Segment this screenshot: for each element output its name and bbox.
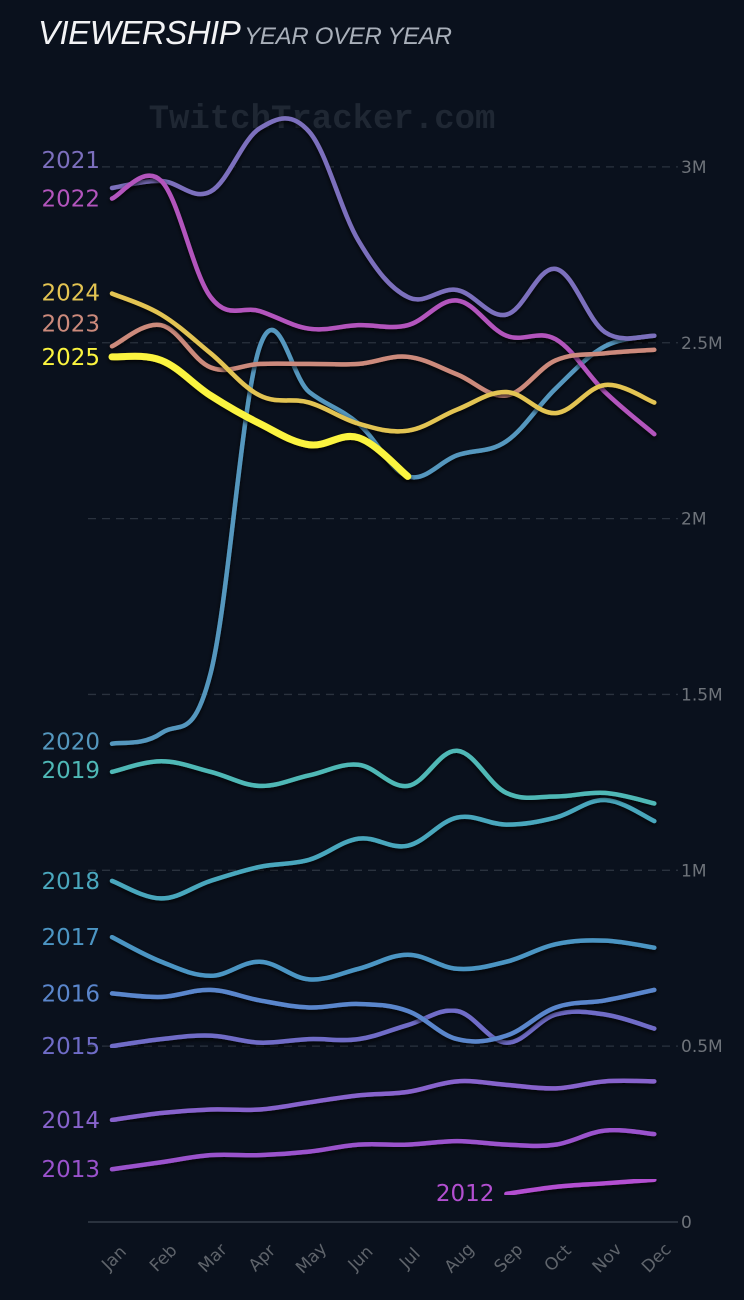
series-line-2016[interactable] (109, 987, 657, 1044)
series-label-2017: 2017 (41, 925, 100, 951)
series-label-2022: 2022 (41, 187, 100, 213)
y-tick-label: 1M (681, 861, 706, 881)
x-tick-label: Jan (97, 1242, 130, 1275)
x-tick-label: Aug (441, 1240, 479, 1278)
x-tick-label: Dec (638, 1240, 675, 1277)
series-2018 (109, 797, 657, 901)
title-main: VIEWERSHIP (38, 14, 241, 51)
x-tick-label: Feb (146, 1241, 181, 1276)
series-label-2023: 2023 (41, 311, 100, 337)
series-2015 (109, 1008, 657, 1049)
title-subtitle: YEAR OVER YEAR (244, 23, 452, 50)
x-tick-label: Apr (245, 1241, 280, 1276)
series-line-2015[interactable] (109, 1008, 657, 1049)
y-tick-label: 0.5M (681, 1037, 723, 1057)
series-label-2020: 2020 (41, 730, 100, 756)
chart-title: VIEWERSHIP YEAR OVER YEAR (38, 14, 452, 52)
y-tick-label: 1.5M (681, 685, 723, 705)
series-label-2018: 2018 (41, 869, 100, 895)
series-line-2018[interactable] (109, 797, 657, 901)
series-label-2016: 2016 (41, 981, 100, 1007)
series-line-2017[interactable] (109, 934, 657, 982)
series-2013 (109, 1127, 657, 1172)
x-tick-label: May (292, 1239, 331, 1278)
series-line-2013[interactable] (109, 1127, 657, 1172)
series-line-2022[interactable] (109, 173, 657, 437)
series-2025 (108, 352, 412, 480)
x-tick-label: Sep (490, 1240, 527, 1277)
series-label-2019: 2019 (41, 758, 100, 784)
series-2014 (109, 1078, 657, 1123)
series-label-2021: 2021 (41, 148, 100, 174)
y-tick-label: 2.5M (681, 334, 723, 354)
x-tick-label: Nov (589, 1240, 627, 1278)
series-lines (108, 116, 657, 1197)
series-2019 (109, 748, 657, 806)
series-2012 (504, 1177, 657, 1197)
series-2017 (109, 934, 657, 982)
series-2024 (109, 291, 657, 434)
y-tick-label: 2M (681, 510, 706, 530)
series-line-2021[interactable] (109, 116, 657, 341)
x-tick-label: Oct (541, 1241, 576, 1276)
watermark: TwitchTracker.com (149, 101, 496, 139)
series-line-2020[interactable] (109, 327, 657, 746)
series-2020 (109, 327, 657, 746)
series-line-2014[interactable] (109, 1078, 657, 1123)
series-label-2013: 2013 (41, 1157, 100, 1183)
series-line-2024[interactable] (109, 291, 657, 434)
y-axis: 0 0.5M 1M 1.5M 2M 2.5M 3M (681, 158, 723, 1233)
series-2016 (109, 987, 657, 1044)
series-line-2025[interactable] (108, 352, 412, 480)
y-tick-label: 3M (681, 158, 706, 178)
x-axis: Jan Feb Mar Apr May Jun Jul Aug Sep Oct Nov Dec (97, 1239, 675, 1278)
series-line-2023[interactable] (109, 322, 657, 398)
series-label-2025: 2025 (41, 345, 100, 371)
series-2022 (109, 173, 657, 437)
series-2021 (109, 116, 657, 341)
series-label-2012: 2012 (436, 1181, 495, 1207)
x-tick-label: Mar (195, 1240, 232, 1277)
series-label-2024: 2024 (41, 281, 100, 307)
series-label-2014: 2014 (41, 1108, 100, 1134)
series-line-2012[interactable] (504, 1177, 657, 1197)
series-line-2019[interactable] (109, 748, 657, 806)
series-label-2015: 2015 (41, 1034, 100, 1060)
y-tick-label: 0 (681, 1213, 692, 1233)
series-2023 (109, 322, 657, 398)
x-tick-label: Jul (395, 1244, 424, 1273)
x-tick-label: Jun (344, 1242, 378, 1276)
